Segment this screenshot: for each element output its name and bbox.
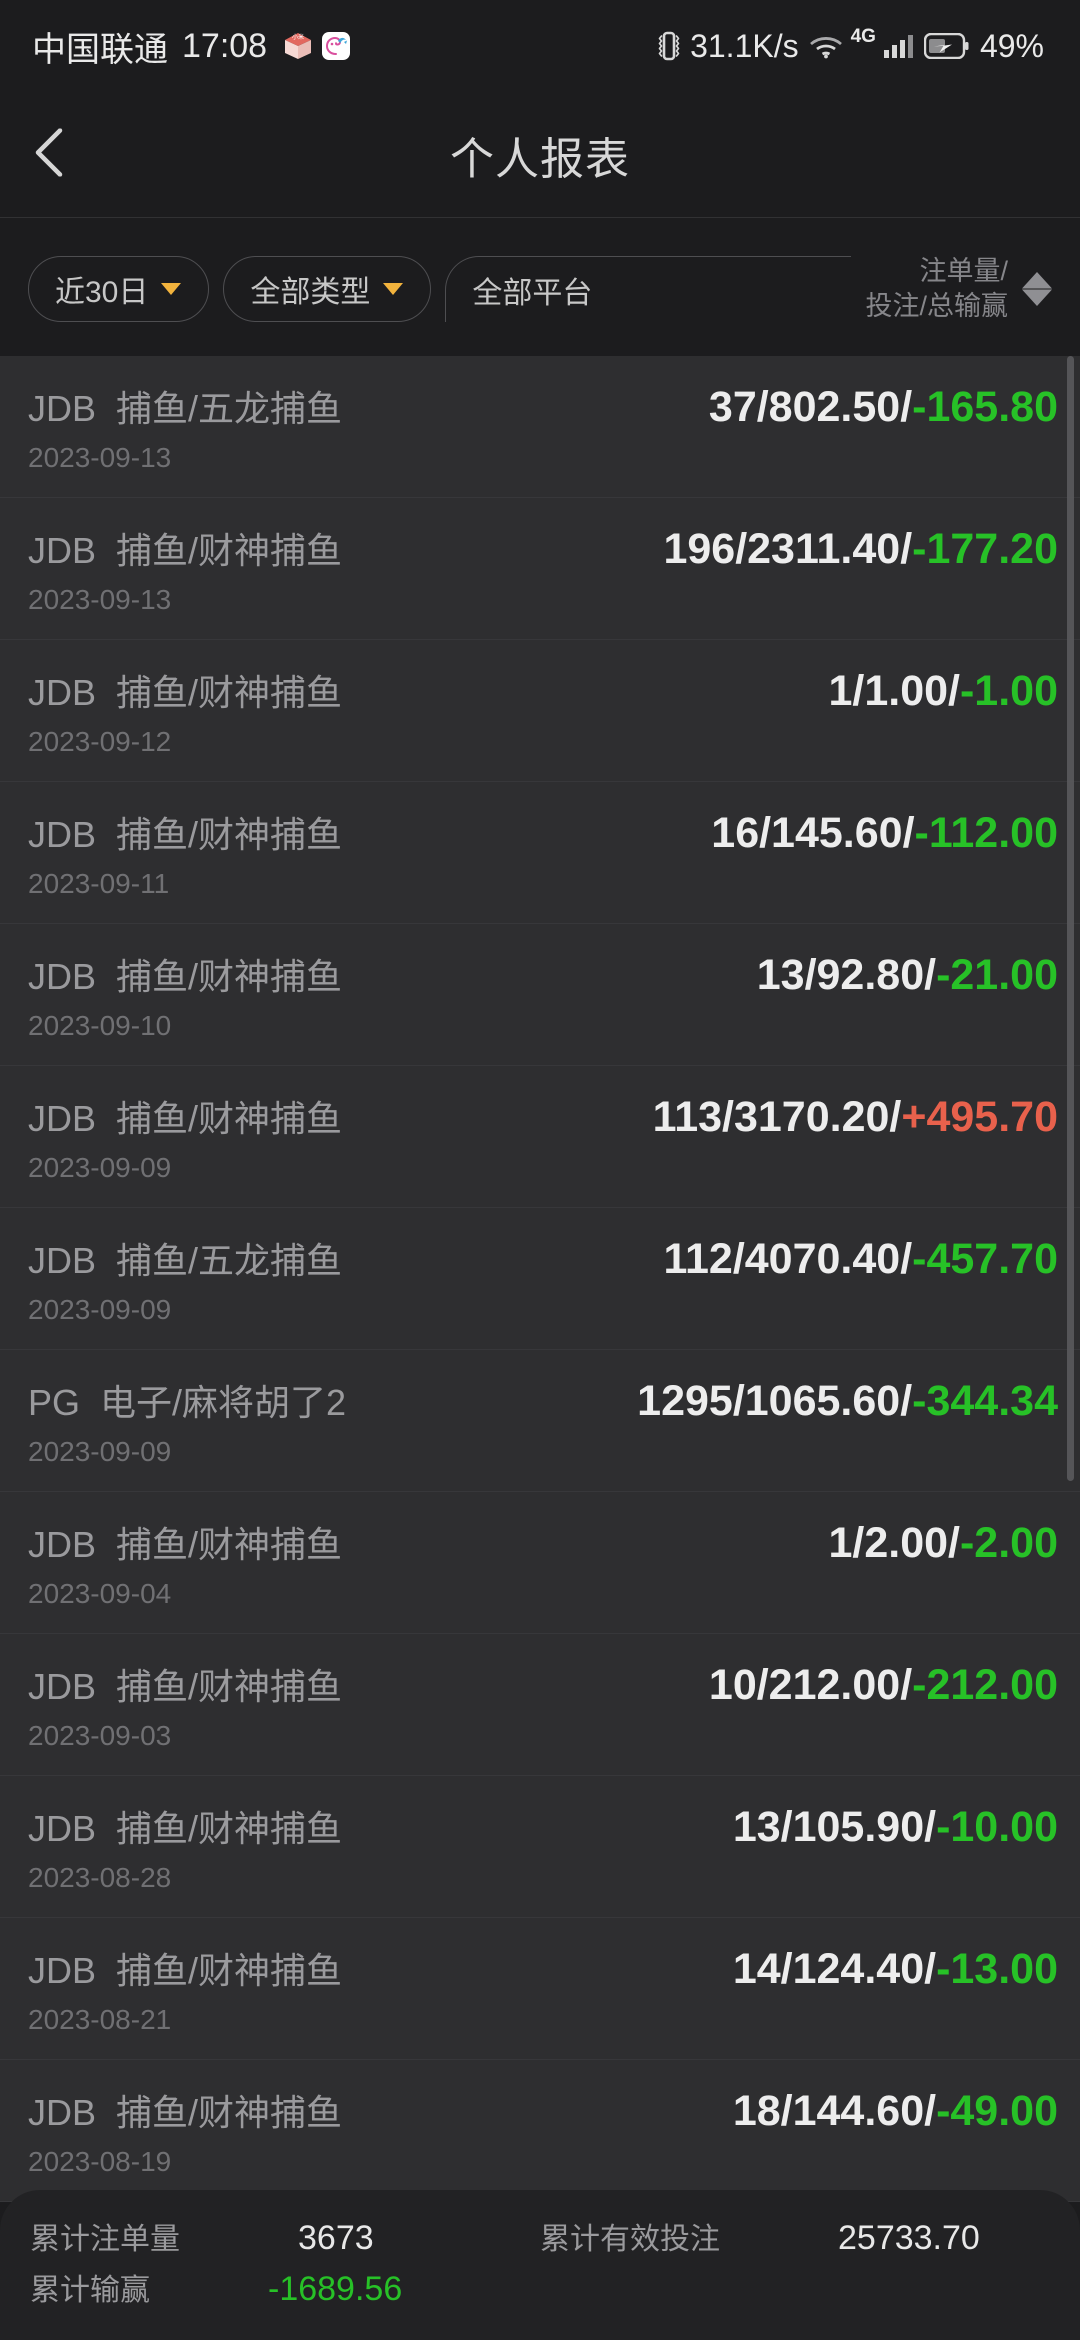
svg-text:小米: 小米 — [292, 33, 304, 41]
